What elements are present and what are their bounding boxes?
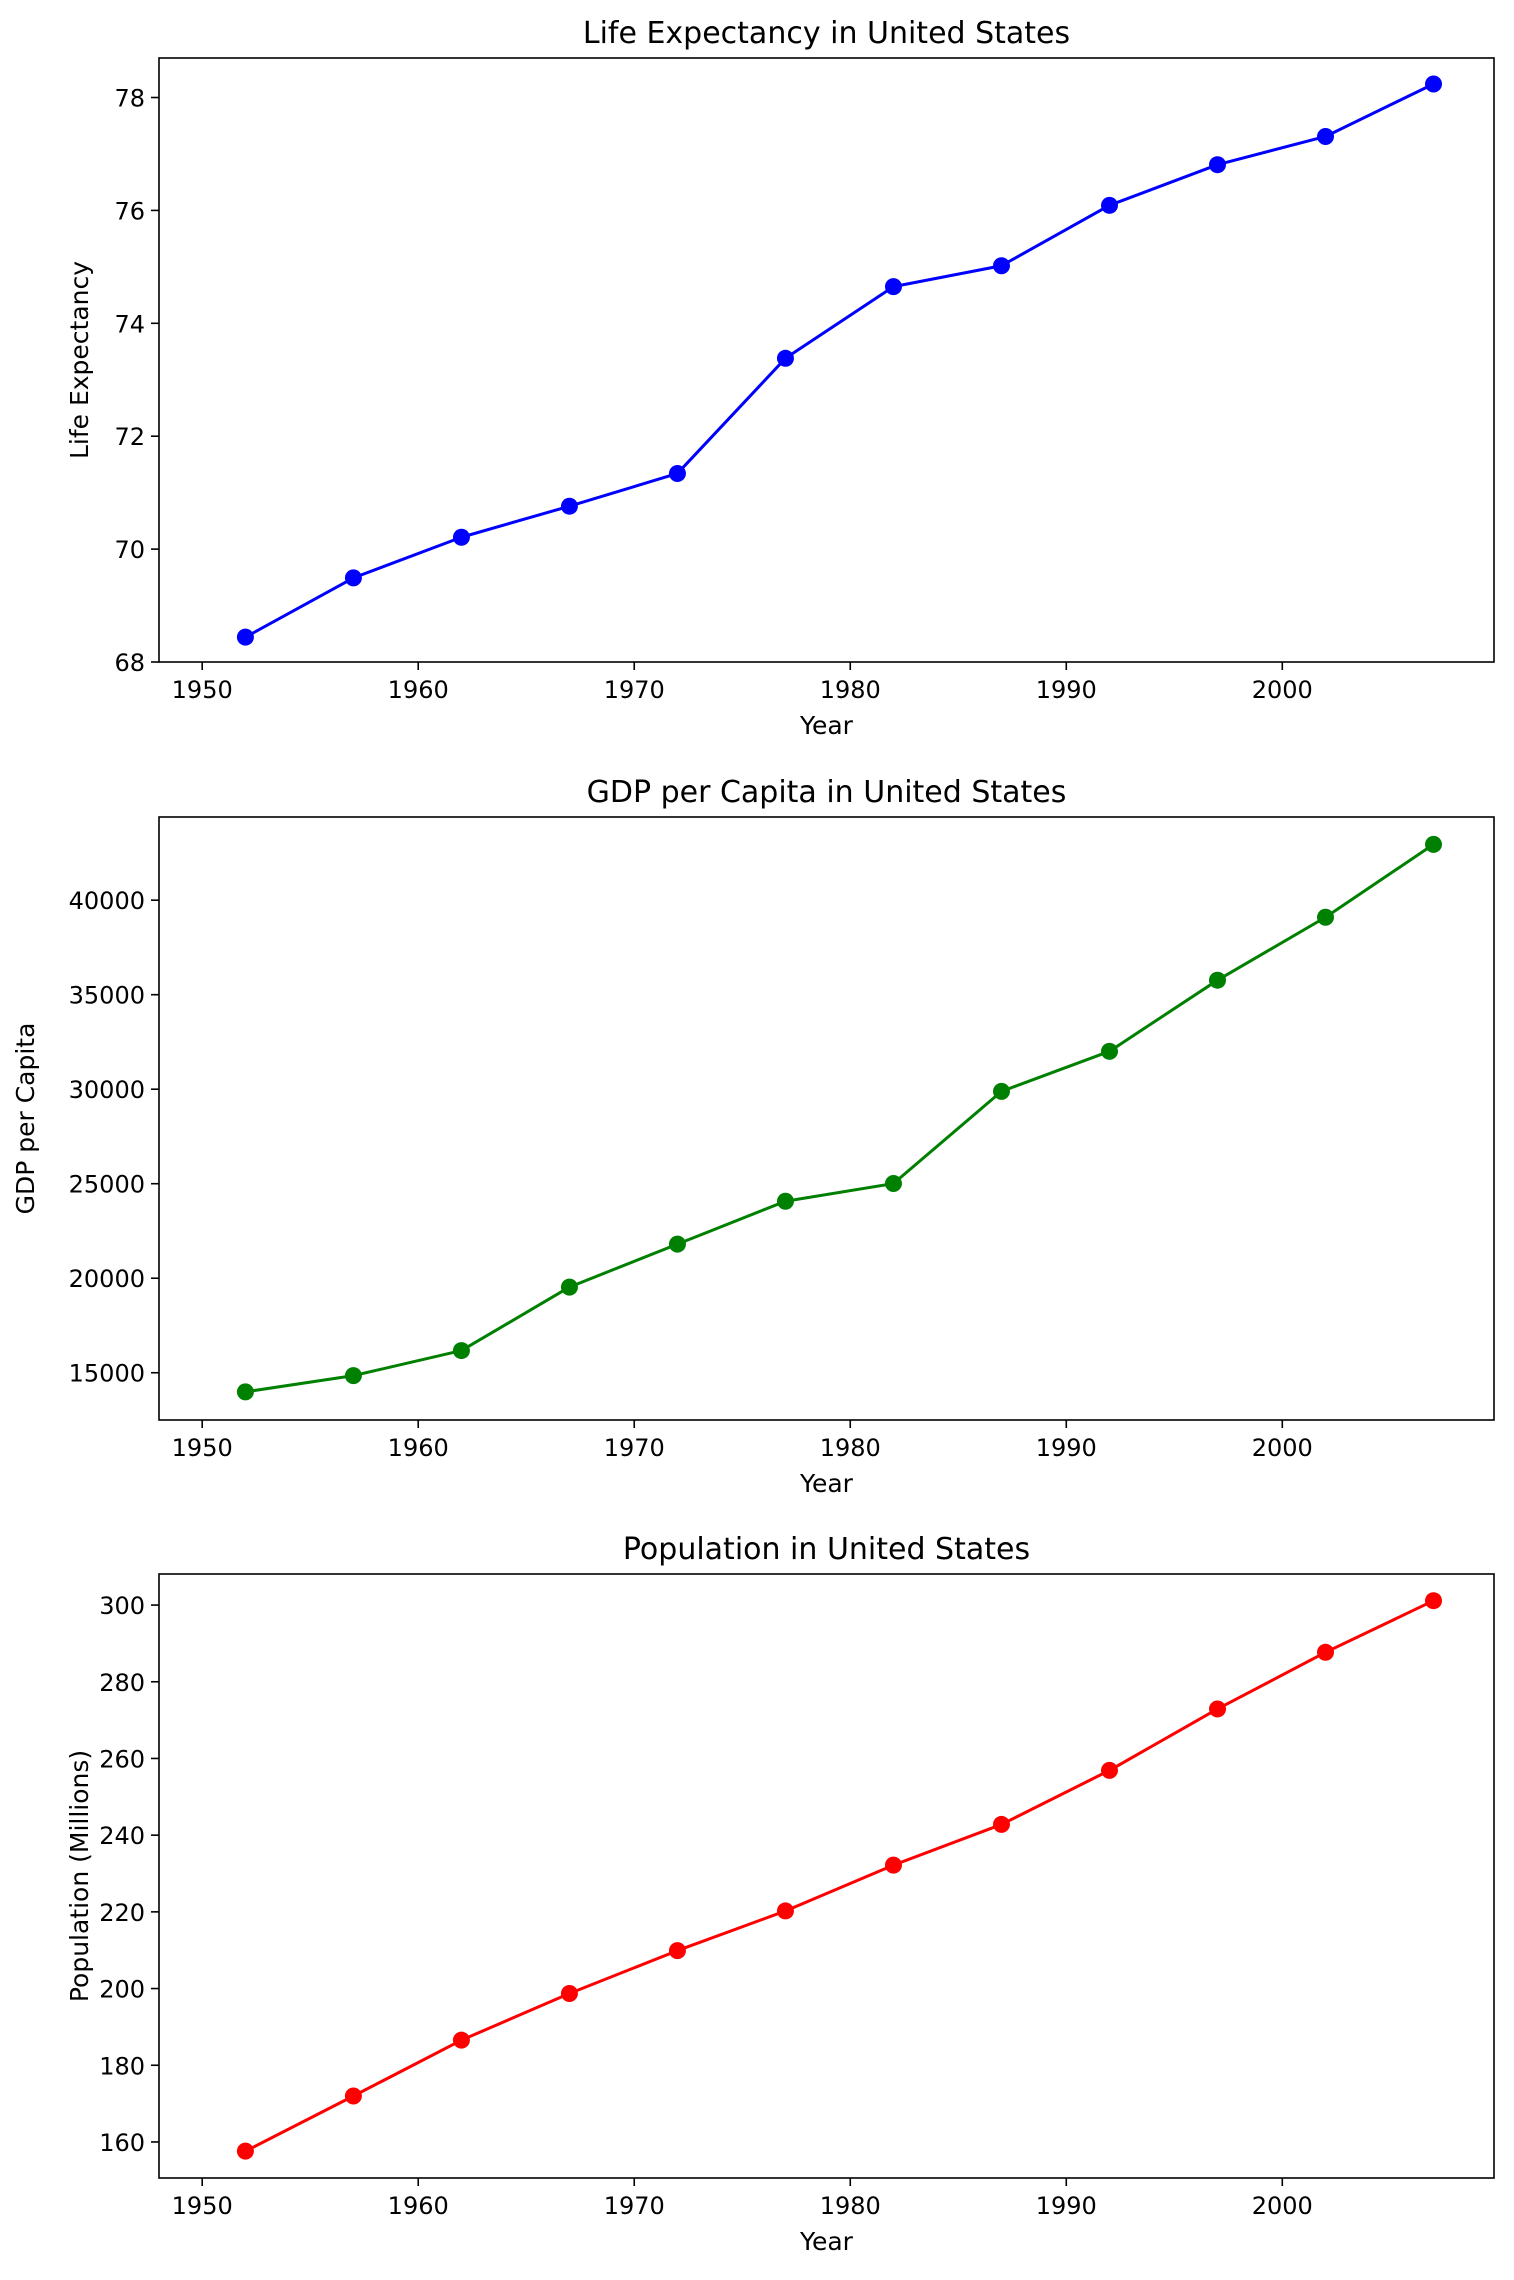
data-point xyxy=(668,464,686,482)
chart-1: Life Expectancy in United States 1950 1960… xyxy=(65,16,1495,740)
x-tick-label: 1970 xyxy=(604,2192,665,2220)
y-tick-label: 35000 xyxy=(69,982,145,1010)
data-point xyxy=(344,569,362,587)
data-point xyxy=(452,528,470,546)
chart-title: Population in United States xyxy=(623,1532,1030,1567)
y-tick-label: 300 xyxy=(99,1592,145,1620)
data-point xyxy=(236,628,254,646)
x-tick-label: 1980 xyxy=(820,1434,881,1462)
x-tick-label: 1950 xyxy=(172,1434,233,1462)
data-point xyxy=(236,2142,254,2160)
y-tick-label: 68 xyxy=(114,649,145,677)
x-tick-label: 1980 xyxy=(820,2192,881,2220)
y-tick-label: 70 xyxy=(114,536,145,564)
data-point xyxy=(1317,908,1335,926)
y-tick-label: 280 xyxy=(99,1669,145,1697)
data-point xyxy=(776,1192,794,1210)
x-axis-label: Year xyxy=(799,1469,854,1498)
series-line xyxy=(244,82,1435,639)
data-point xyxy=(992,257,1010,275)
series-line xyxy=(245,843,1435,1394)
x-axis-label: Year xyxy=(799,2227,854,2256)
data-point xyxy=(884,278,902,296)
y-tick-label: 160 xyxy=(99,2129,145,2157)
data-point xyxy=(236,1383,254,1401)
y-tick-label: 72 xyxy=(114,423,145,451)
y-axis-label: Life Expectancy xyxy=(65,261,94,459)
y-tick-label: 15000 xyxy=(69,1360,145,1388)
x-tick-label: 1950 xyxy=(172,2192,233,2220)
data-point xyxy=(776,349,794,367)
y-tick-label: 200 xyxy=(99,1976,145,2004)
data-point xyxy=(668,1235,686,1253)
y-tick-label: 180 xyxy=(99,2052,145,2080)
x-tick-label: 1960 xyxy=(388,676,449,704)
x-tick-label: 1960 xyxy=(388,2192,449,2220)
data-point xyxy=(1425,835,1443,853)
y-tick-label: 220 xyxy=(99,1899,145,1927)
y-axis-label: GDP per Capita xyxy=(11,1023,40,1215)
data-point xyxy=(1425,75,1443,93)
x-tick-label: 1990 xyxy=(1036,2192,1097,2220)
data-point xyxy=(1208,156,1226,174)
data-point xyxy=(884,1175,902,1193)
y-tick-label: 20000 xyxy=(69,1265,145,1293)
data-point xyxy=(560,1278,578,1296)
plot-frame xyxy=(158,1573,1495,2179)
y-axis-label: Population (Millions) xyxy=(65,1750,94,2002)
data-point xyxy=(1100,1042,1118,1060)
data-point xyxy=(560,497,578,515)
data-point xyxy=(1100,196,1118,214)
data-point xyxy=(1100,1761,1118,1779)
data-point xyxy=(344,2087,362,2105)
data-point xyxy=(560,1985,578,2003)
chart-3: Population in United States 1950 1960 1970 1… xyxy=(65,1532,1495,2256)
x-tick-label: 1990 xyxy=(1036,676,1097,704)
data-point xyxy=(668,1942,686,1960)
chart-title: GDP per Capita in United States xyxy=(587,775,1067,810)
x-axis-label: Year xyxy=(799,711,854,740)
data-point xyxy=(884,1856,902,1874)
data-point xyxy=(452,2031,470,2049)
y-tick-label: 25000 xyxy=(69,1171,145,1199)
x-tick-label: 1980 xyxy=(820,676,881,704)
data-point xyxy=(1425,1592,1443,1610)
plot-frame xyxy=(158,57,1495,663)
x-tick-label: 1970 xyxy=(604,1434,665,1462)
x-tick-label: 1970 xyxy=(604,676,665,704)
y-tick-label: 78 xyxy=(114,85,145,113)
series-line xyxy=(244,1599,1435,2153)
y-tick-label: 240 xyxy=(99,1822,145,1850)
data-point xyxy=(344,1367,362,1385)
y-tick-label: 76 xyxy=(114,197,145,225)
y-tick-label: 40000 xyxy=(69,887,145,915)
chart-2: GDP per Capita in United States 1950 1960 1… xyxy=(11,775,1495,1498)
x-tick-label: 1990 xyxy=(1036,1434,1097,1462)
y-tick-label: 30000 xyxy=(69,1076,145,1104)
data-point xyxy=(452,1342,470,1360)
x-tick-label: 1960 xyxy=(388,1434,449,1462)
x-tick-label: 2000 xyxy=(1252,2192,1313,2220)
y-tick-label: 74 xyxy=(114,310,145,338)
data-point xyxy=(992,1082,1010,1100)
chart-title: Life Expectancy in United States xyxy=(583,16,1070,51)
plot-frame xyxy=(158,816,1495,1421)
data-point xyxy=(1208,1700,1226,1718)
x-tick-label: 2000 xyxy=(1252,676,1313,704)
data-point xyxy=(776,1902,794,1920)
x-tick-label: 1950 xyxy=(172,676,233,704)
y-tick-label: 260 xyxy=(99,1745,145,1773)
data-point xyxy=(992,1815,1010,1833)
x-tick-label: 2000 xyxy=(1252,1434,1313,1462)
data-point xyxy=(1317,127,1335,145)
data-point xyxy=(1208,971,1226,989)
data-point xyxy=(1317,1643,1335,1661)
